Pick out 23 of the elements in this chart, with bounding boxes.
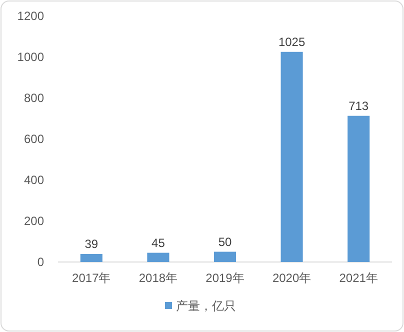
bar — [280, 52, 303, 262]
y-tick-label: 400 — [24, 173, 44, 187]
bar — [147, 252, 170, 262]
data-label: 50 — [218, 234, 232, 249]
bar — [214, 252, 236, 262]
bar — [348, 116, 370, 262]
x-tick-label: 2017年 — [72, 271, 111, 285]
y-tick-label: 1000 — [17, 50, 44, 64]
data-label: 1025 — [278, 34, 306, 49]
data-label: 45 — [152, 236, 166, 250]
y-tick-label: 0 — [37, 255, 44, 269]
bar — [80, 254, 102, 262]
y-tick-label: 800 — [24, 91, 44, 105]
y-tick-label: 600 — [24, 132, 44, 146]
x-tick-label: 2019年 — [206, 271, 244, 285]
data-label: 39 — [84, 237, 98, 252]
x-tick-label: 2018年 — [138, 271, 178, 285]
x-tick-label: 2020年 — [272, 271, 312, 285]
data-label: 713 — [348, 98, 369, 113]
y-tick-label: 1200 — [17, 9, 44, 23]
legend-label: 产量，亿只 — [176, 299, 236, 313]
y-tick-label: 200 — [24, 214, 44, 228]
x-tick-label: 2021年 — [339, 271, 378, 285]
